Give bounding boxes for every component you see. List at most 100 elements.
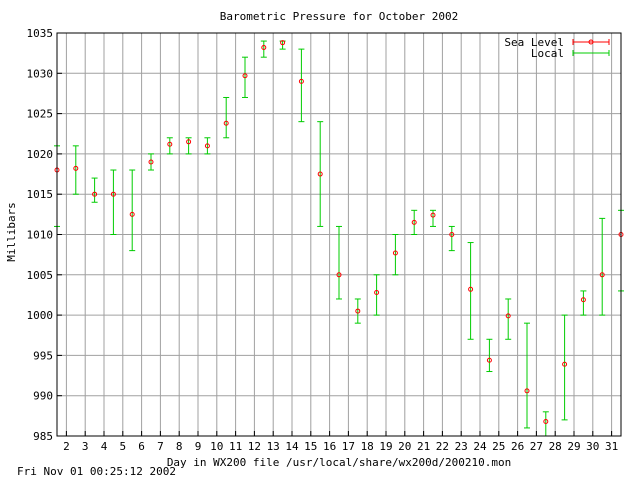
x-axis-label: Day in WX200 file /usr/local/share/wx200…: [167, 456, 511, 469]
local-error-bar: [354, 298, 361, 324]
sea-level-point: [129, 211, 135, 217]
x-tick-label: 26: [511, 440, 524, 453]
sea-level-point: [580, 297, 586, 303]
grid: [57, 32, 621, 437]
x-tick-label: 3: [82, 440, 89, 453]
axis-ticks: 2 3 4 5 6 7 8 9 10 11 12 13 14 15 16 17 18 19 20 21 22 23 24 25…: [27, 27, 619, 453]
sea-level-point: [543, 418, 549, 424]
x-tick-label: 21: [417, 440, 430, 453]
local-error-bar: [599, 217, 606, 316]
sea-level-point: [223, 120, 229, 126]
y-tick-label: 1035: [27, 27, 54, 40]
legend-sea-level-swatch-marker: [588, 39, 594, 45]
local-error-bar: [298, 48, 305, 123]
x-tick-label: 18: [361, 440, 374, 453]
local-error-bar: [110, 169, 117, 235]
y-axis-label: Millibars: [5, 202, 18, 262]
sea-level-point: [374, 290, 380, 296]
x-tick-label: 4: [101, 440, 108, 453]
x-tick-label: 29: [567, 440, 580, 453]
x-tick-label: 17: [342, 440, 355, 453]
y-tick-label: 985: [33, 430, 53, 443]
x-tick-label: 28: [549, 440, 562, 453]
sea-level-point: [92, 191, 98, 197]
sea-level-point: [261, 45, 267, 51]
sea-level-point: [280, 40, 286, 46]
x-tick-label: 9: [195, 440, 202, 453]
sea-level-point: [599, 272, 605, 278]
local-error-bar: [204, 137, 211, 155]
sea-level-point: [411, 219, 417, 225]
x-tick-label: 12: [248, 440, 261, 453]
sea-level-point: [355, 308, 361, 314]
y-tick-label: 1010: [27, 229, 54, 242]
sea-level-point: [505, 313, 511, 319]
x-tick-label: 20: [398, 440, 411, 453]
local-error-bar: [580, 290, 587, 316]
legend-sea-level-label: Sea Level: [504, 36, 564, 49]
sea-level-point: [186, 139, 192, 145]
y-tick-label: 995: [33, 349, 53, 362]
local-error-bar: [129, 169, 136, 252]
legend-local-label: Local: [531, 47, 564, 60]
x-tick-label: 31: [605, 440, 618, 453]
x-tick-label: 30: [586, 440, 599, 453]
sea-level-point: [167, 141, 173, 147]
local-series: [54, 40, 624, 437]
local-error-bar: [524, 322, 530, 429]
legend-local-swatch: [572, 50, 610, 56]
local-error-bar: [486, 338, 493, 373]
sea-level-point: [562, 361, 568, 367]
x-tick-label: 13: [267, 440, 280, 453]
x-tick-label: 10: [210, 440, 223, 453]
sea-level-point: [317, 171, 323, 177]
x-tick-label: 27: [530, 440, 543, 453]
sea-level-point: [298, 78, 304, 84]
x-tick-label: 23: [455, 440, 468, 453]
sea-level-point: [148, 159, 154, 165]
local-error-bar: [561, 314, 568, 421]
x-tick-label: 24: [473, 440, 487, 453]
local-error-bar: [223, 96, 230, 139]
local-error-bar: [411, 209, 418, 235]
sea-level-point: [73, 165, 79, 171]
sea-level-point: [449, 232, 455, 237]
chart-title: Barometric Pressure for October 2002: [220, 10, 458, 23]
x-tick-label: 25: [492, 440, 505, 453]
local-error-bar: [91, 177, 98, 203]
y-tick-label: 1005: [27, 269, 54, 282]
y-tick-label: 1015: [27, 188, 54, 201]
sea-level-point: [336, 272, 342, 278]
legend-sea-level-swatch: [572, 39, 610, 45]
x-tick-label: 16: [323, 440, 336, 453]
x-tick-label: 8: [176, 440, 183, 453]
x-tick-label: 22: [436, 440, 449, 453]
local-error-bar: [448, 225, 455, 252]
sea-level-point: [392, 250, 398, 256]
y-tick-label: 1030: [27, 67, 54, 80]
y-tick-label: 990: [33, 390, 53, 403]
x-tick-label: 15: [304, 440, 317, 453]
legend: Sea Level Local: [504, 36, 610, 60]
sea-level-point: [242, 73, 248, 79]
sea-level-point: [110, 191, 116, 197]
sea-level-point: [430, 212, 436, 218]
y-tick-label: 1025: [27, 108, 54, 121]
local-error-bar: [185, 137, 192, 155]
sea-level-point: [204, 143, 210, 149]
x-tick-label: 11: [229, 440, 242, 453]
y-tick-label: 1000: [27, 309, 54, 322]
local-error-bar: [317, 121, 324, 227]
y-tick-label: 1020: [27, 148, 54, 161]
local-error-bar: [148, 153, 154, 171]
plot-frame: [56, 32, 622, 437]
sea-level-point: [468, 286, 474, 292]
local-error-bar: [336, 225, 342, 300]
sea-level-point: [524, 388, 530, 394]
sea-level-point: [486, 357, 492, 363]
x-tick-label: 14: [285, 440, 299, 453]
timestamp: Fri Nov 01 00:25:12 2002: [17, 465, 176, 478]
x-tick-label: 5: [119, 440, 126, 453]
sea-level-series: [54, 40, 624, 424]
